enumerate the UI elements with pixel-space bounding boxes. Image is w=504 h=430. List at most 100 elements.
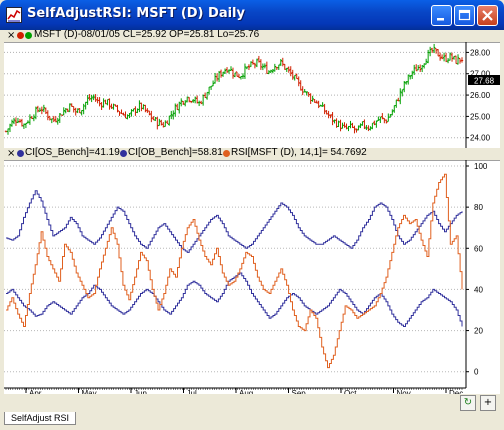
indicator-chart[interactable]: 100 80 60 40 20 0 Apr. May Jun. Jul. Aug. Sep. Oct.… [4,160,500,394]
ohlc-bar [359,123,362,129]
title-bar[interactable]: SelfAdjustRSI: MSFT (D) Daily [0,0,504,30]
ohlc-bar [174,103,177,117]
ohlc-bar [428,46,432,57]
month-tick-label: Nov. [397,389,413,394]
maximize-button[interactable] [454,5,475,26]
price-tick-label: 25.00 [470,112,491,121]
minimize-button[interactable] [431,5,452,26]
ohlc-bar [191,99,195,103]
ohlc-bar [289,66,292,77]
ohlc-bar [407,74,410,85]
legend-ob-label: CI[OB_Bench]=58.81 [128,147,223,158]
month-tick-label: Aug. [239,389,255,394]
ohlc-bar [279,59,282,67]
ohlc-bar [98,97,101,107]
ohlc-bar [379,116,382,124]
ohlc-bar [295,73,298,80]
ohlc-bar [60,114,63,116]
ohlc-bar [209,85,213,90]
last-price-marker [468,75,500,85]
ohlc-bar [90,94,93,103]
legend-os-label: CI[OS_Bench]=41.19 [25,147,120,158]
ohlc-bar [287,66,290,73]
ohlc-bar [86,94,89,105]
ohlc-bar [120,109,123,115]
month-tick-label: Jun. [134,389,149,394]
refresh-button[interactable]: ↻ [460,395,476,411]
date-axis: Apr. May Jun. Jul. Aug. Sep. Oct. Nov. Dec. [4,387,466,394]
ohlc-bar [215,73,219,82]
ohlc-bar [353,125,356,134]
chart-app-icon [6,7,22,23]
close-button[interactable] [477,5,498,26]
ohlc-bar [385,119,388,124]
ohlc-bar [269,69,273,73]
ohlc-bar [291,69,294,80]
ohlc-bar [309,93,312,104]
ohlc-bar [146,108,149,113]
indicator-pane-header: × CI[OS_Bench]=41.19 CI[OB_Bench]=58.81 … [4,147,500,161]
ohlc-bar [128,113,131,119]
ohlc-bar [371,122,374,130]
ohlc-bar [78,108,81,114]
close-indicator-icon[interactable]: × [7,148,16,159]
ohlc-bar [261,63,265,71]
ohlc-bar [34,106,38,120]
ohlc-bar [259,59,263,70]
ohlc-bar [110,103,113,109]
ohlc-bar [273,63,277,72]
ohlc-bar [245,66,249,70]
ohlc-bar [305,91,308,96]
ohlc-bar [432,43,436,54]
close-pane-icon[interactable]: × [7,30,16,41]
price-axis: 28.00 27.00 26.00 25.00 24.00 [466,48,491,143]
legend-rsi-label: RSI[MSFT (D), 14,1]= 54.7692 [231,147,367,158]
indicator-lines [6,173,463,369]
ohlc-bar [16,117,20,124]
ohlc-bar [193,96,197,104]
ohlc-bar [420,65,424,73]
ohlc-bar [126,114,129,120]
ohlc-bar [363,119,366,130]
price-tick-label: 26.00 [470,91,491,100]
legend-dot-ob [120,150,127,157]
ohlc-bar [323,103,326,115]
ohlc-bar [317,100,320,109]
ohlc-bar [277,64,281,71]
ohlc-bar [331,112,334,126]
ohlc-bar [104,99,107,105]
ohlc-bar [401,89,404,97]
chart-tab[interactable]: SelfAdjust RSI [4,412,77,425]
ohlc-bar [72,106,75,113]
window-title: SelfAdjustRSI: MSFT (D) Daily [27,6,245,21]
zoom-in-button[interactable]: + [480,395,496,411]
ohlc-bar [418,64,422,72]
price-pane-header: × MSFT (D)-08/01/05 CL=25.92 OP=25.81 Lo… [4,29,500,43]
ohlc-bar [293,75,296,81]
ohlc-bar [58,113,61,123]
indicator-tick-label: 80 [474,203,483,212]
ohlc-bar [367,125,370,132]
ohlc-bar [253,62,257,69]
ohlc-bar [201,94,205,106]
ohlc-bar [265,61,269,74]
ohlc-bar [337,120,340,127]
price-chart[interactable]: 28.00 27.00 26.00 25.00 24.00 27.68 [4,42,500,148]
ohlc-bar [391,109,394,116]
ohlc-bar [52,115,55,123]
ohlc-bar [303,89,306,93]
ohlc-bar [172,110,175,120]
ohlc-bar [211,80,215,87]
ohlc-bar [411,70,414,79]
ohlc-bar [140,102,143,112]
ohlc-bar [285,67,288,73]
ohlc-bar [50,118,53,124]
status-area: SelfAdjust RSI ↻ + [4,394,500,426]
chart-area[interactable]: × MSFT (D)-08/01/05 CL=25.92 OP=25.81 Lo… [4,29,500,394]
ohlc-bar [38,107,42,112]
ohlc-bar [403,80,406,93]
ohlc-bar [281,57,284,67]
ohlc-bar [184,100,187,107]
month-tick-label: Dec. [449,389,465,394]
ohlc-bar [197,100,201,107]
